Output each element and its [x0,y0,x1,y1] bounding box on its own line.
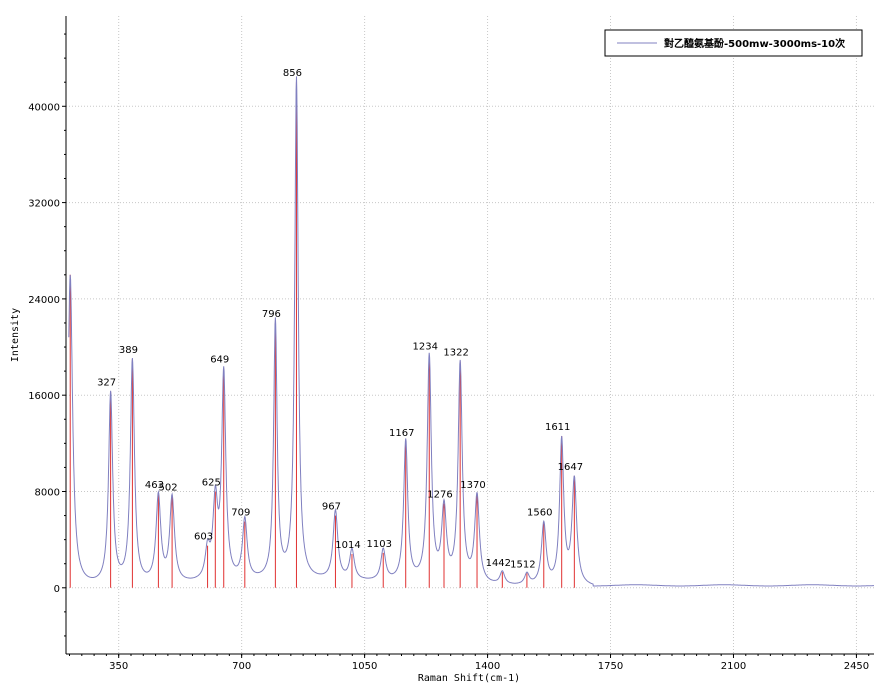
peak-label: 1014 [335,540,360,551]
peak-label: 389 [119,345,138,356]
peak-label: 1560 [527,508,552,519]
legend[interactable]: 對乙醯氨基酚-500mw-3000ms-10次 [604,29,863,57]
peak-label: 856 [283,68,302,79]
spectrum-line [68,76,874,587]
peak-label: 1512 [510,559,535,570]
legend-series-label: 對乙醯氨基酚-500mw-3000ms-10次 [664,37,845,50]
peak-label: 1103 [367,539,392,550]
peak-label: 1647 [558,462,583,473]
peak-label: 1167 [389,428,414,439]
peak-label: 327 [97,378,116,389]
peak-label: 603 [194,532,213,543]
x-tick-label: 1400 [475,661,500,672]
peak-label: 625 [202,477,221,488]
y-ticks: 0 8000 16000 24000 32000 40000 [28,33,66,637]
y-tick-label: 24000 [28,295,60,306]
y-tick-label: 0 [54,584,60,595]
peak-label: 1276 [427,490,452,501]
peak-label: 463 [145,480,164,491]
x-tick-label: 350 [109,661,128,672]
peak-label: 649 [210,355,229,366]
y-tick-label: 16000 [28,391,60,402]
peak-label: 1234 [413,341,438,352]
y-tick-label: 40000 [28,102,60,113]
peak-label: 709 [231,508,250,519]
peak-markers [69,82,575,588]
x-axis-title: Raman Shift(cm-1) [418,673,520,684]
y-tick-label: 8000 [35,487,60,498]
x-tick-label: 1050 [352,661,377,672]
y-axis-title: Intensity [10,308,21,362]
x-tick-label: 2100 [721,661,746,672]
axes [65,16,874,655]
peak-label: 1322 [443,347,468,358]
peak-label: 1442 [486,558,511,569]
peak-label: 796 [262,309,281,320]
peak-label: 967 [322,502,341,513]
peak-label: 1370 [460,480,485,491]
x-tick-label: 2450 [844,661,869,672]
x-ticks: 350 700 1050 1400 1750 2100 2450 [69,654,870,672]
peak-label: 1611 [545,422,570,433]
y-tick-label: 32000 [28,199,60,210]
x-tick-label: 1750 [598,661,623,672]
x-tick-label: 700 [232,661,251,672]
peak-label: 502 [159,482,178,493]
